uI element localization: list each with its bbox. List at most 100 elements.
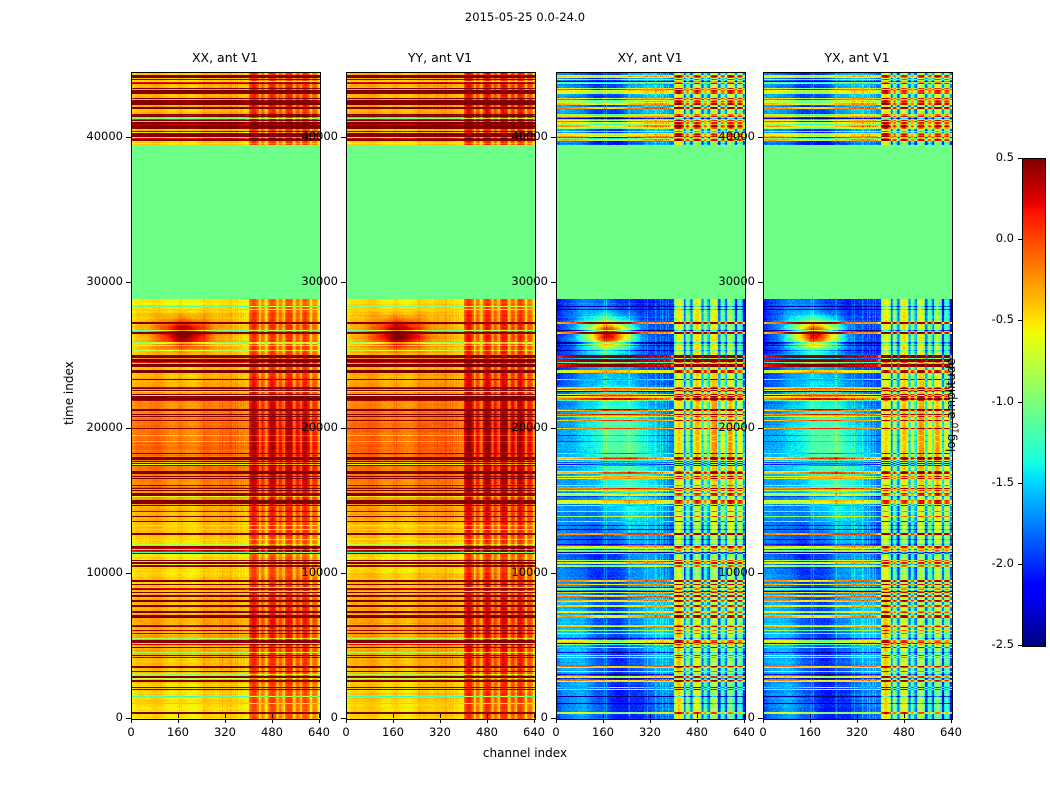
colorbar <box>1022 158 1046 647</box>
waterfall-image-xx <box>132 73 320 719</box>
waterfall-image-xy <box>557 73 745 719</box>
xtick-mark <box>857 719 858 723</box>
xtick-label: 640 <box>733 725 755 739</box>
xtick-mark <box>951 719 952 723</box>
xtick-mark-inner <box>763 714 764 718</box>
xtick-label: 160 <box>592 725 614 739</box>
xtick-label: 640 <box>308 725 330 739</box>
xtick-label: 480 <box>261 725 283 739</box>
xtick-mark-inner <box>951 714 952 718</box>
ytick-mark <box>551 718 556 719</box>
xtick-mark-inner <box>904 714 905 718</box>
ytick-label: 30000 <box>86 274 123 289</box>
xtick-mark-inner <box>487 714 488 718</box>
xtick-mark-inner <box>697 714 698 718</box>
xtick-label: 0 <box>127 725 135 739</box>
colorbar-tick-label: -2.0 <box>991 555 1014 570</box>
xtick-mark-inner <box>131 714 132 718</box>
ytick-mark <box>551 282 556 283</box>
ytick-mark <box>126 718 131 719</box>
ytick-label: 0 <box>540 710 548 724</box>
ytick-label: 20000 <box>511 419 548 434</box>
xtick-label: 160 <box>382 725 404 739</box>
xtick-mark <box>487 719 488 723</box>
colorbar-tick-mark <box>1018 564 1022 565</box>
colorbar-tick-mark <box>1018 320 1022 321</box>
ytick-label: 20000 <box>301 419 338 434</box>
ytick-label: 20000 <box>718 419 755 434</box>
colorbar-label-suffix: amplitude <box>944 357 958 423</box>
ytick-label: 30000 <box>301 274 338 289</box>
ytick-label: 10000 <box>86 564 123 579</box>
waterfall-panel-yy <box>346 72 536 720</box>
xtick-mark-inner <box>319 714 320 718</box>
xtick-label: 0 <box>342 725 350 739</box>
ytick-mark <box>551 573 556 574</box>
xtick-label: 640 <box>940 725 962 739</box>
xtick-label: 480 <box>476 725 498 739</box>
xtick-mark-inner <box>346 714 347 718</box>
ytick-mark <box>551 137 556 138</box>
ytick-label: 10000 <box>718 564 755 579</box>
ytick-mark <box>126 137 131 138</box>
colorbar-tick-mark <box>1018 483 1022 484</box>
xtick-mark <box>763 719 764 723</box>
xtick-label: 320 <box>846 725 868 739</box>
ytick-label: 40000 <box>718 129 755 144</box>
ytick-label: 0 <box>330 710 338 724</box>
ytick-mark <box>341 137 346 138</box>
xtick-mark <box>393 719 394 723</box>
xtick-label: 160 <box>167 725 189 739</box>
colorbar-axis-label: log10 amplitude <box>944 358 961 452</box>
colorbar-label-prefix: log <box>944 433 958 452</box>
xtick-mark-inner <box>534 714 535 718</box>
xtick-mark <box>650 719 651 723</box>
waterfall-panel-xy <box>556 72 746 720</box>
xtick-label: 640 <box>523 725 545 739</box>
ytick-label: 20000 <box>86 419 123 434</box>
panel-title-yx: YX, ant V1 <box>824 50 890 65</box>
colorbar-tick-label: -1.5 <box>991 474 1014 489</box>
xtick-mark <box>904 719 905 723</box>
xtick-mark-inner <box>857 714 858 718</box>
xtick-mark <box>131 719 132 723</box>
ytick-mark <box>758 573 763 574</box>
xtick-mark <box>225 719 226 723</box>
colorbar-tick-mark <box>1018 402 1022 403</box>
ytick-label: 40000 <box>86 129 123 144</box>
ytick-label: 30000 <box>511 274 548 289</box>
panel-title-yy: YY, ant V1 <box>407 50 473 65</box>
xtick-mark-inner <box>744 714 745 718</box>
x-axis-label: channel index <box>482 746 568 760</box>
ytick-mark <box>341 573 346 574</box>
colorbar-tick-label: 0.5 <box>995 150 1014 164</box>
panel-title-xx: XX, ant V1 <box>191 50 259 65</box>
xtick-mark-inner <box>440 714 441 718</box>
ytick-mark <box>341 428 346 429</box>
xtick-mark <box>534 719 535 723</box>
xtick-label: 0 <box>552 725 560 739</box>
ytick-label: 10000 <box>511 564 548 579</box>
colorbar-tick-label: -1.0 <box>991 393 1014 408</box>
xtick-mark-inner <box>393 714 394 718</box>
xtick-mark <box>346 719 347 723</box>
ytick-label: 30000 <box>718 274 755 289</box>
xtick-mark-inner <box>650 714 651 718</box>
ytick-mark <box>758 428 763 429</box>
waterfall-image-yx <box>764 73 952 719</box>
xtick-mark-inner <box>225 714 226 718</box>
colorbar-tick-mark <box>1018 239 1022 240</box>
ytick-label: 40000 <box>301 129 338 144</box>
ytick-label: 0 <box>747 710 755 724</box>
ytick-mark <box>126 428 131 429</box>
xtick-mark <box>319 719 320 723</box>
colorbar-tick-label: 0.0 <box>995 231 1014 246</box>
colorbar-gradient <box>1023 159 1045 646</box>
xtick-mark <box>178 719 179 723</box>
xtick-mark <box>603 719 604 723</box>
ytick-mark <box>758 282 763 283</box>
ytick-mark <box>126 282 131 283</box>
xtick-mark <box>810 719 811 723</box>
xtick-label: 480 <box>893 725 915 739</box>
